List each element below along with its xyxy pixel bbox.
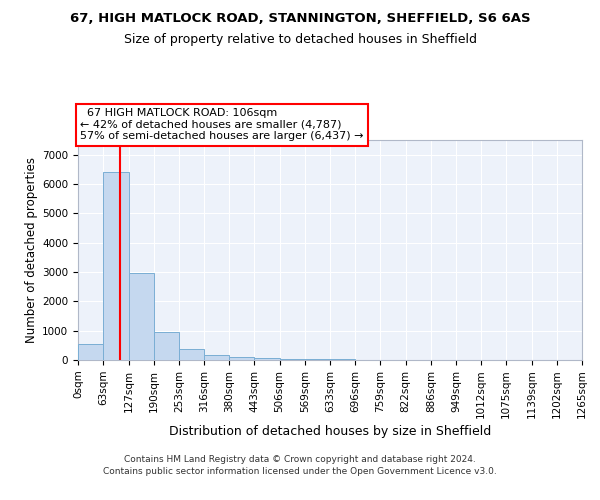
Bar	[78, 344, 103, 360]
Bar	[305, 359, 330, 360]
Text: Contains HM Land Registry data © Crown copyright and database right 2024.: Contains HM Land Registry data © Crown c…	[124, 455, 476, 464]
Bar	[179, 349, 204, 360]
Bar	[229, 357, 254, 360]
Bar	[103, 172, 128, 360]
Text: Size of property relative to detached houses in Sheffield: Size of property relative to detached ho…	[124, 32, 476, 46]
Bar	[128, 274, 154, 360]
Bar	[154, 332, 179, 360]
Bar	[254, 358, 280, 360]
X-axis label: Distribution of detached houses by size in Sheffield: Distribution of detached houses by size …	[169, 426, 491, 438]
Y-axis label: Number of detached properties: Number of detached properties	[25, 157, 38, 343]
Text: 67, HIGH MATLOCK ROAD, STANNINGTON, SHEFFIELD, S6 6AS: 67, HIGH MATLOCK ROAD, STANNINGTON, SHEF…	[70, 12, 530, 26]
Text: 67 HIGH MATLOCK ROAD: 106sqm
← 42% of detached houses are smaller (4,787)
57% of: 67 HIGH MATLOCK ROAD: 106sqm ← 42% of de…	[80, 108, 364, 142]
Bar	[204, 355, 229, 360]
Bar	[280, 358, 305, 360]
Text: Contains public sector information licensed under the Open Government Licence v3: Contains public sector information licen…	[103, 467, 497, 476]
